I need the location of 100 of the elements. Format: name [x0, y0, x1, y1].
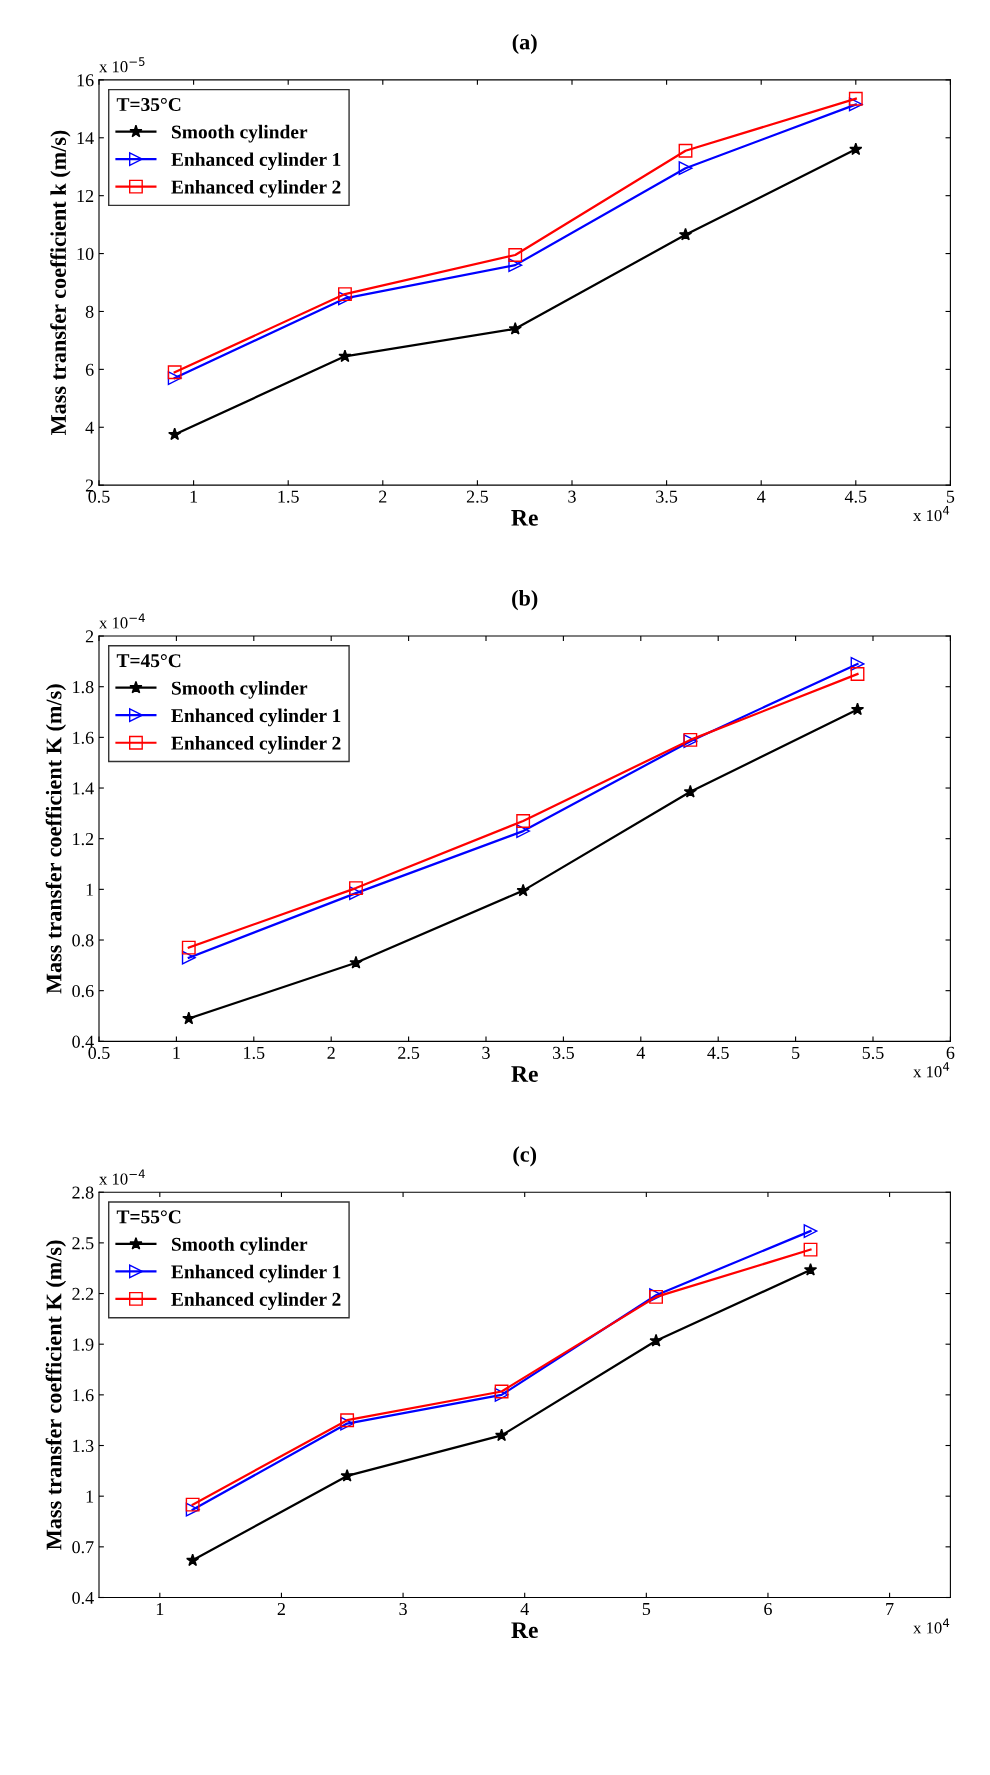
y-tick-label: 2.2	[72, 1287, 94, 1301]
x-tick-label: 3	[399, 1602, 407, 1616]
chart-title: (b)	[512, 590, 538, 611]
text: x 10$^{4}$	[913, 1618, 950, 1634]
x-tick-label: 5	[642, 1603, 651, 1616]
point	[167, 371, 182, 385]
point	[850, 702, 865, 716]
point	[848, 97, 863, 112]
x-tick-label: 2.5	[398, 1046, 420, 1059]
x-tick-label: 1	[156, 1602, 164, 1615]
y-tick-label: 4	[85, 421, 94, 434]
point	[338, 349, 352, 363]
y-tick-label: 0.4	[72, 1591, 94, 1605]
x-tick-label: 3	[482, 1046, 490, 1059]
point	[181, 950, 196, 965]
point	[848, 91, 863, 106]
y-tick-label: 12	[77, 189, 94, 202]
point	[338, 291, 352, 306]
x-tick-label: 4	[636, 1046, 646, 1059]
legend-title: T=45°C	[116, 654, 181, 668]
y-axis-title: Mass transfer coefficient k (m/s)	[50, 130, 71, 435]
point	[185, 1502, 200, 1517]
y-tick-label: 1.2	[73, 833, 94, 846]
y-tick-label: 1.4	[73, 782, 94, 795]
point	[494, 1428, 509, 1442]
x-tick-label: 5	[792, 1046, 800, 1059]
legend-label: Smooth cylinder	[171, 681, 308, 699]
x-tick-label: 6	[764, 1602, 772, 1616]
text: x 10$^{−5}$	[99, 57, 145, 73]
text: x 10$^{4}$	[913, 1062, 950, 1078]
point	[516, 883, 530, 897]
x-tick-label: 4	[757, 490, 766, 503]
y-tick-label: 0.4	[72, 1035, 94, 1048]
x-tick-label: 4	[520, 1603, 529, 1615]
x-tick-label: 1	[173, 1046, 180, 1059]
point	[182, 1011, 196, 1025]
point	[678, 227, 693, 241]
x-tick-label: 0.5	[88, 490, 110, 503]
point	[803, 1262, 818, 1276]
y-tick-label: 1	[86, 883, 94, 896]
point	[349, 955, 363, 969]
point	[508, 248, 523, 262]
point	[349, 881, 363, 896]
x-axis-title: Re	[511, 1622, 538, 1639]
x-tick-label: 1.5	[244, 1046, 265, 1059]
x-tick-label: 3	[568, 490, 576, 503]
legend-title: T=55°C	[116, 1210, 181, 1224]
point	[678, 161, 693, 176]
point	[803, 1224, 818, 1238]
y-axis-title: Mass transfer coefficient K (m/s)	[45, 1240, 67, 1550]
point	[181, 940, 196, 955]
x-axis-title: Re	[511, 510, 538, 526]
point	[508, 258, 523, 273]
y-tick-label: 2.8	[72, 1186, 94, 1199]
point	[185, 1497, 200, 1512]
point	[186, 1553, 200, 1567]
x-tick-label: 5	[946, 490, 955, 503]
point	[803, 1242, 818, 1257]
legend-label: Enhanced cylinder 2	[171, 179, 341, 198]
y-tick-label: 14	[77, 132, 94, 145]
legend-title: T=35°C	[116, 97, 181, 112]
y-tick-label: 1.6	[73, 1389, 94, 1402]
point	[850, 656, 865, 671]
x-tick-label: 2.5	[466, 490, 488, 503]
y-tick-label: 2.5	[72, 1237, 94, 1250]
x-tick-label: 3.5	[552, 1046, 574, 1059]
text: x 10$^{−4}$	[99, 613, 145, 629]
legend-label: Enhanced cylinder 1	[171, 152, 341, 171]
legend-label: Smooth cylinder	[171, 1237, 308, 1255]
legend-label: Enhanced cylinder 2	[171, 1292, 341, 1310]
y-tick-label: 0.8	[72, 934, 94, 947]
y-axis-title: Mass transfer coefficient K (m/s)	[45, 684, 67, 994]
point	[168, 427, 182, 441]
legend-label: Smooth cylinder	[171, 124, 308, 143]
x-tick-label: 5.5	[862, 1046, 884, 1059]
y-tick-label: 2	[85, 630, 94, 643]
point	[340, 1468, 354, 1482]
y-tick-label: 0.7	[72, 1541, 94, 1554]
text: x 10$^{4}$	[913, 506, 950, 522]
x-tick-label: 4.5	[844, 490, 867, 503]
point	[683, 784, 697, 798]
y-tick-label: 1.8	[73, 680, 94, 694]
legend-label: Enhanced cylinder 2	[171, 736, 341, 754]
legend-label: Enhanced cylinder 1	[171, 708, 341, 727]
x-tick-label: 2	[327, 1046, 335, 1059]
point	[850, 667, 865, 681]
y-tick-label: 0.6	[72, 984, 94, 998]
point	[678, 143, 693, 158]
y-tick-label: 2	[85, 479, 94, 492]
x-tick-label: 7	[886, 1603, 894, 1615]
x-tick-label: 6	[946, 1046, 955, 1059]
y-tick-label: 1.9	[73, 1338, 94, 1351]
y-tick-label: 10	[77, 247, 94, 261]
y-tick-label: 1.3	[73, 1439, 94, 1453]
legend-label: Enhanced cylinder 1	[171, 1264, 341, 1283]
x-tick-label: 3.5	[656, 490, 678, 503]
x-tick-label: 2	[277, 1602, 285, 1615]
chart-title: (c)	[513, 1146, 537, 1167]
y-tick-label: 1.6	[73, 731, 94, 744]
point	[849, 142, 863, 156]
